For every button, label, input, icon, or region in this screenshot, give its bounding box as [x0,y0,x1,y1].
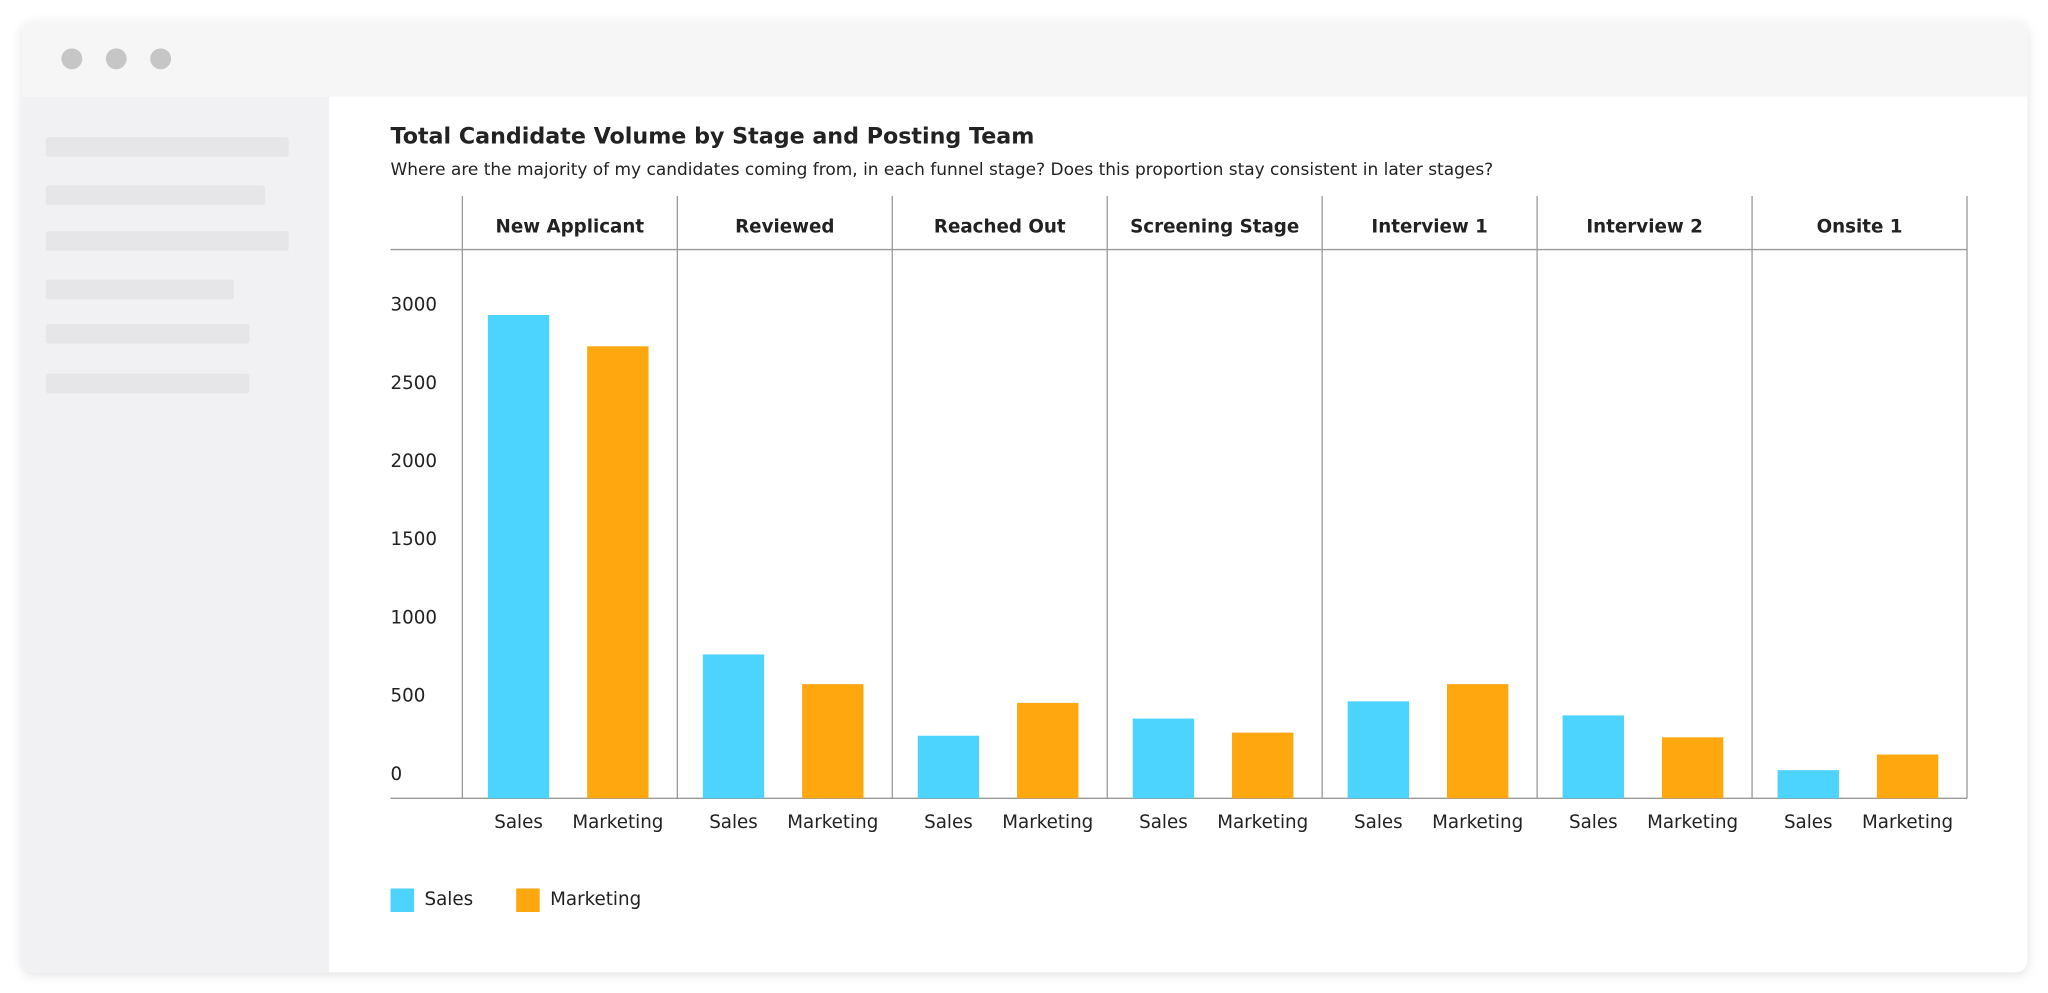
x-tick-label: Marketing [787,812,878,833]
window-button[interactable] [61,48,83,70]
title-bar [22,20,2028,97]
bar [702,654,765,799]
bar [1446,684,1509,799]
sidebar-placeholder [45,231,289,251]
bar [1876,754,1939,799]
x-tick-label: Sales [924,812,973,833]
legend-label: Marketing [550,889,641,910]
y-tick-label: 3000 [391,295,437,316]
stage-label: Screening Stage [1130,216,1299,237]
x-tick-label: Marketing [1432,812,1523,833]
bar [1232,732,1294,799]
stage-label: New Applicant [496,216,645,237]
x-tick-label: Sales [494,812,543,833]
sidebar-placeholder [45,324,250,344]
sidebar-placeholder [45,373,250,394]
bar [1661,737,1724,799]
sidebar-placeholder [45,137,289,157]
y-tick-label: 1500 [391,529,437,550]
legend-swatch [390,888,415,912]
x-tick-label: Marketing [1647,812,1738,833]
sidebar [22,96,330,973]
window-button[interactable] [150,48,172,70]
bar [917,735,980,799]
y-tick-label: 500 [391,686,426,707]
bar [1132,718,1195,799]
x-tick-label: Sales [1354,812,1403,833]
x-tick-label: Marketing [572,812,663,833]
y-tick-label: 1000 [391,607,437,628]
x-tick-label: Marketing [1217,812,1308,833]
bar [1347,701,1410,799]
sidebar-placeholder [45,279,234,300]
bar [802,684,864,799]
y-tick-label: 2000 [391,451,437,472]
chart-subtitle: Where are the majority of my candidates … [391,160,1494,180]
bar [587,346,649,799]
window-button[interactable] [105,48,127,70]
legend-swatch [516,888,540,912]
bar [1017,702,1079,799]
y-tick-label: 0 [391,764,403,785]
stage-label: Reached Out [934,216,1066,237]
x-tick-label: Sales [1784,812,1833,833]
bar [1562,715,1625,799]
stage-label: Onsite 1 [1817,216,1903,237]
x-tick-label: Sales [1569,812,1618,833]
stage-label: Interview 2 [1586,216,1702,237]
chart-title: Total Candidate Volume by Stage and Post… [391,124,1035,150]
stage-label: Reviewed [735,216,834,237]
stage-label: Interview 1 [1371,216,1487,237]
y-tick-label: 2500 [391,373,437,394]
x-tick-label: Marketing [1862,812,1953,833]
x-tick-label: Marketing [1002,812,1093,833]
legend-label: Sales [424,889,473,910]
x-tick-label: Sales [709,812,758,833]
bar [487,314,550,799]
x-tick-label: Sales [1139,812,1188,833]
bar [1777,770,1839,799]
sidebar-placeholder [45,185,266,206]
